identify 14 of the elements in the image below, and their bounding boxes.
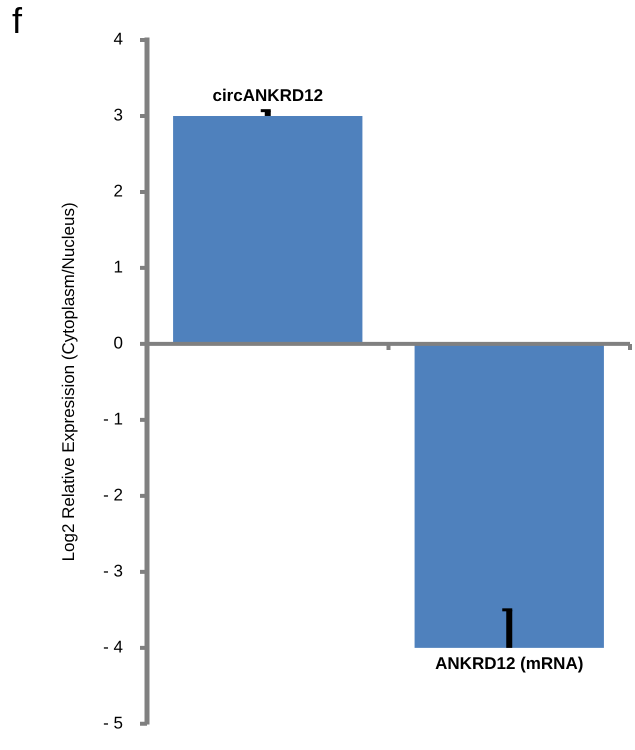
text: f: [12, 0, 22, 42]
y-tick-label: - 5: [103, 713, 123, 732]
y-tick-label: - 3: [103, 562, 123, 581]
y-tick-label: 1: [114, 258, 123, 277]
y-tick-label: 0: [114, 334, 123, 353]
y-tick-label: - 1: [103, 410, 123, 429]
y-tick-label: 4: [114, 30, 123, 49]
y-tick-label: 3: [114, 106, 123, 125]
y-tick-label: 2: [114, 182, 123, 201]
y-axis-title: Log2 Relative Expresision (Cytoplasm/Nucleus): [58, 202, 78, 562]
x-tick-label: ANKRD12 (mRNA): [435, 654, 584, 674]
y-tick-label: - 4: [103, 638, 123, 657]
y-tick-label: - 2: [103, 486, 123, 505]
x-tick-label: circANKRD12: [212, 86, 324, 105]
